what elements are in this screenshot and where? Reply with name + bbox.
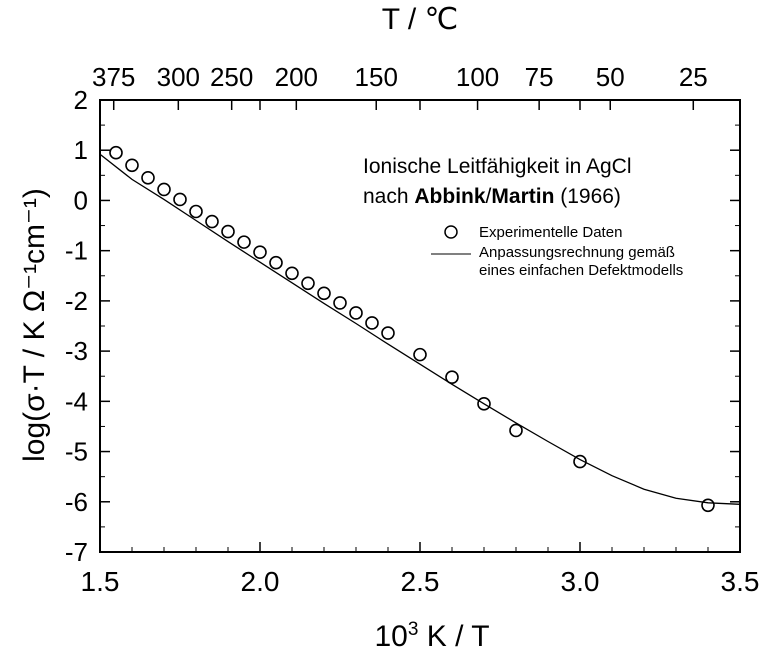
data-point [269,255,283,270]
annotation-line-2: nach Abbink/Martin (1966) [363,185,621,208]
y-tick-label: -2 [65,286,88,316]
y-axis-title: log(σ·T / K Ω⁻¹cm⁻¹) [18,188,51,462]
y-tick-label: 2 [74,85,88,115]
legend-line-label-1: Anpassungsrechnung gemäß [479,244,675,261]
data-point [477,397,491,411]
annotation-separator: / [486,185,492,208]
x-axis-title-rest: K / T [418,620,489,653]
legend-marker-symbol [444,225,458,239]
data-point [237,235,251,249]
x-axis-title: 103 K / T [374,619,489,653]
fit-line [99,153,741,505]
x-tick-label: 2.5 [401,566,440,597]
data-point [125,158,139,173]
x-axis-title-base: 10 [374,620,407,653]
data-point [141,171,155,185]
data-point [301,276,315,291]
x-tick-label: 2.0 [241,566,280,597]
top-tick-label: 25 [679,62,708,92]
data-point [317,286,331,301]
x-tick-label: 3.0 [561,566,600,597]
y-tick-label: -5 [65,437,88,467]
data-point [333,296,347,310]
data-series [99,145,741,513]
annotation-line-1: Ionische Leitfähigkeit in AgCl [363,155,632,178]
plot-frame [99,99,741,553]
top-tick-label: 200 [275,62,318,92]
top-tick-label: 250 [210,62,253,92]
annotation-year: (1966) [554,185,621,208]
y-tick-label: 1 [74,135,88,165]
y-tick-label: -7 [65,537,88,567]
data-point [109,145,123,160]
top-tick-label: 100 [456,62,499,92]
data-point [701,498,715,513]
data-point [413,347,427,362]
legend: Experimentelle Daten Anpassungsrechnung … [431,224,683,279]
x-axis-title-exponent: 3 [408,619,419,640]
top-tick-label: 375 [92,62,135,92]
annotation-author-1: Abbink [414,185,485,208]
top-tick-label: 50 [596,62,625,92]
legend-marker-label: Experimentelle Daten [479,224,622,241]
top-tick-label: 300 [157,62,200,92]
y-tick-label: 0 [74,185,88,215]
top-tick-label: 75 [525,62,554,92]
data-point [221,224,235,239]
data-point [381,326,395,340]
data-point [205,214,219,229]
top-tick-label: 150 [355,62,398,92]
data-point [285,266,299,281]
top-axis-title: T / ℃ [382,3,458,36]
data-point [173,192,187,207]
data-point [189,204,203,219]
y-tick-label: -4 [65,386,88,416]
data-point [573,454,587,469]
data-point [509,423,523,438]
annotation-author-2: Martin [491,185,554,208]
data-point [349,306,363,320]
y-tick-label: -3 [65,336,88,366]
y-tick-label: -6 [65,487,88,517]
data-point [253,245,267,259]
x-tick-label: 3.5 [721,566,760,597]
y-tick-label: -1 [65,236,88,266]
annotation-prefix: nach [363,185,414,208]
data-point [157,182,171,197]
data-point [365,316,379,330]
x-tick-label: 1.5 [81,566,120,597]
legend-line-label-2: eines einfachen Defektmodells [479,262,683,279]
data-point [445,370,459,385]
tick-labels: 1.5 2.0 2.5 3.0 3.5 2 1 0 -1 -2 -3 -4 -5 -6 -7 375 300 25… [65,62,760,597]
